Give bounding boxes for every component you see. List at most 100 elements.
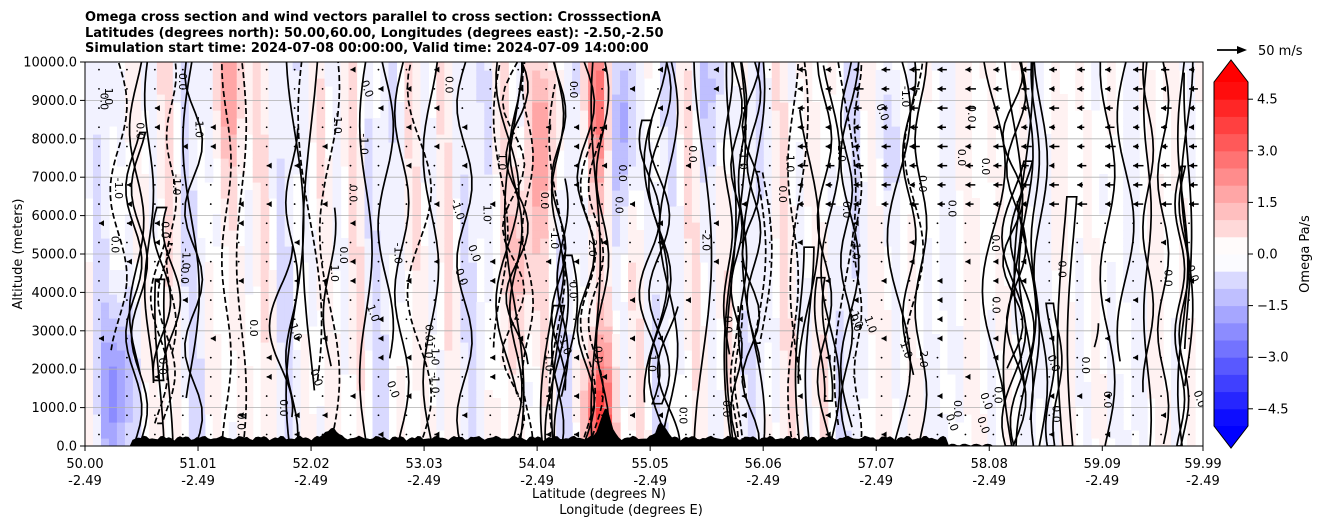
- omega-fill-cell: [436, 222, 445, 231]
- omega-fill-cell: [93, 390, 102, 399]
- omega-fill-cell: [748, 366, 757, 375]
- omega-fill-cell: [692, 222, 701, 231]
- omega-fill-cell: [740, 182, 749, 191]
- omega-fill-cell: [1091, 382, 1100, 391]
- omega-fill-cell: [205, 350, 214, 359]
- omega-fill-cell: [372, 398, 381, 407]
- omega-fill-cell: [1131, 166, 1140, 175]
- omega-fill-cell: [604, 326, 613, 335]
- omega-fill-cell: [420, 374, 429, 383]
- omega-fill-cell: [301, 398, 310, 407]
- omega-fill-cell: [436, 150, 445, 159]
- omega-fill-cell: [947, 110, 956, 119]
- omega-fill-cell: [85, 182, 94, 191]
- omega-fill-cell: [580, 390, 589, 399]
- omega-fill-cell: [764, 110, 773, 119]
- omega-fill-cell: [269, 62, 278, 71]
- omega-fill-cell: [117, 382, 126, 391]
- omega-fill-cell: [971, 262, 980, 271]
- omega-fill-cell: [876, 278, 885, 287]
- omega-fill-cell: [532, 254, 541, 263]
- omega-fill-cell: [580, 118, 589, 127]
- omega-fill-cell: [157, 166, 166, 175]
- omega-fill-cell: [205, 390, 214, 399]
- omega-fill-cell: [692, 174, 701, 183]
- omega-fill-cell: [884, 78, 893, 87]
- omega-fill-cell: [716, 190, 725, 199]
- omega-fill-cell: [101, 318, 110, 327]
- omega-fill-cell: [117, 422, 126, 431]
- omega-fill-cell: [197, 382, 206, 391]
- omega-fill-cell: [484, 150, 493, 159]
- omega-fill-cell: [716, 206, 725, 215]
- omega-fill-cell: [101, 294, 110, 303]
- omega-fill-cell: [708, 150, 717, 159]
- omega-fill-cell: [85, 70, 94, 79]
- omega-fill-cell: [700, 70, 709, 79]
- omega-fill-cell: [660, 142, 669, 151]
- omega-fill-cell: [221, 174, 230, 183]
- omega-fill-cell: [301, 94, 310, 103]
- omega-fill-cell: [1091, 70, 1100, 79]
- omega-fill-cell: [452, 310, 461, 319]
- omega-fill-cell: [468, 382, 477, 391]
- omega-fill-cell: [1083, 206, 1092, 215]
- omega-fill-cell: [372, 358, 381, 367]
- omega-fill-cell: [660, 366, 669, 375]
- omega-fill-cell: [229, 158, 238, 167]
- omega-fill-cell: [237, 102, 246, 111]
- omega-fill-cell: [85, 302, 94, 311]
- omega-fill-cell: [125, 246, 134, 255]
- omega-fill-cell: [444, 334, 453, 343]
- omega-fill-cell: [93, 182, 102, 191]
- omega-fill-cell: [261, 70, 270, 79]
- omega-fill-cell: [333, 62, 342, 71]
- omega-fill-cell: [277, 86, 286, 95]
- omega-fill-cell: [317, 158, 326, 167]
- omega-fill-cell: [620, 238, 629, 247]
- omega-fill-cell: [764, 118, 773, 127]
- omega-fill-cell: [396, 294, 405, 303]
- omega-fill-cell: [237, 398, 246, 407]
- omega-fill-cell: [117, 350, 126, 359]
- omega-fill-cell: [484, 414, 493, 423]
- omega-fill-cell: [939, 286, 948, 295]
- omega-fill-cell: [117, 158, 126, 167]
- omega-fill-cell: [412, 350, 421, 359]
- omega-fill-cell: [213, 358, 222, 367]
- omega-fill-cell: [708, 414, 717, 423]
- omega-fill-cell: [261, 150, 270, 159]
- omega-fill-cell: [892, 110, 901, 119]
- omega-fill-cell: [197, 94, 206, 103]
- omega-fill-cell: [700, 390, 709, 399]
- omega-fill-cell: [947, 342, 956, 351]
- omega-fill-cell: [1131, 94, 1140, 103]
- omega-fill-cell: [572, 366, 581, 375]
- omega-fill-cell: [924, 86, 933, 95]
- omega-fill-cell: [205, 150, 214, 159]
- omega-fill-cell: [1131, 302, 1140, 311]
- omega-fill-cell: [764, 302, 773, 311]
- omega-fill-cell: [468, 286, 477, 295]
- omega-fill-cell: [301, 350, 310, 359]
- omega-fill-cell: [868, 198, 877, 207]
- omega-fill-cell: [1155, 222, 1164, 231]
- omega-fill-cell: [269, 70, 278, 79]
- omega-fill-cell: [484, 126, 493, 135]
- omega-fill-cell: [684, 86, 693, 95]
- omega-fill-cell: [285, 286, 294, 295]
- omega-fill-cell: [277, 326, 286, 335]
- omega-fill-cell: [772, 70, 781, 79]
- omega-fill-cell: [580, 414, 589, 423]
- omega-fill-cell: [636, 86, 645, 95]
- omega-fill-cell: [396, 278, 405, 287]
- omega-fill-cell: [716, 230, 725, 239]
- omega-fill-cell: [173, 222, 182, 231]
- omega-fill-cell: [109, 294, 118, 303]
- omega-fill-cell: [892, 102, 901, 111]
- omega-fill-cell: [876, 254, 885, 263]
- omega-fill-cell: [828, 262, 837, 271]
- omega-fill-cell: [780, 222, 789, 231]
- omega-fill-cell: [205, 318, 214, 327]
- omega-fill-cell: [444, 150, 453, 159]
